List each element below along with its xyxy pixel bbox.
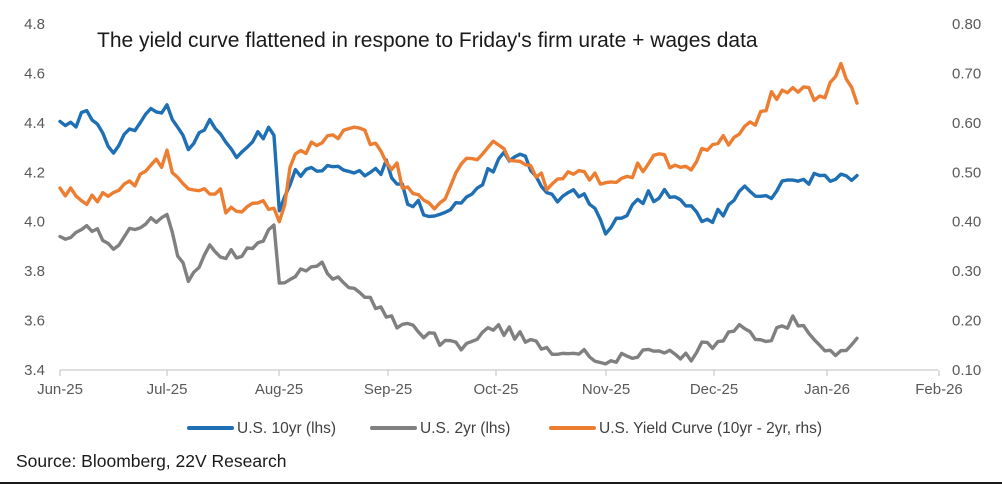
svg-text:Feb-26: Feb-26 xyxy=(915,381,963,398)
svg-text:3.4: 3.4 xyxy=(24,362,45,379)
svg-text:4.2: 4.2 xyxy=(24,164,45,181)
svg-text:Dec-25: Dec-25 xyxy=(690,381,738,398)
svg-text:0.30: 0.30 xyxy=(952,263,981,280)
svg-text:0.10: 0.10 xyxy=(952,362,981,379)
svg-text:4.8: 4.8 xyxy=(24,16,45,33)
svg-text:Jul-25: Jul-25 xyxy=(147,381,188,398)
svg-text:Oct-25: Oct-25 xyxy=(473,381,518,398)
svg-text:3.8: 3.8 xyxy=(24,263,45,280)
svg-text:0.60: 0.60 xyxy=(952,115,981,132)
svg-text:4.6: 4.6 xyxy=(24,65,45,82)
svg-text:3.6: 3.6 xyxy=(24,313,45,330)
svg-text:4.0: 4.0 xyxy=(24,214,45,231)
svg-text:U.S. 10yr (lhs): U.S. 10yr (lhs) xyxy=(237,420,336,437)
svg-text:Jan-26: Jan-26 xyxy=(804,381,850,398)
svg-text:0.70: 0.70 xyxy=(952,65,981,82)
svg-text:U.S. 2yr (lhs): U.S. 2yr (lhs) xyxy=(420,420,510,437)
svg-text:Aug-25: Aug-25 xyxy=(255,381,303,398)
svg-text:Nov-25: Nov-25 xyxy=(582,381,630,398)
svg-text:Jun-25: Jun-25 xyxy=(37,381,83,398)
svg-text:0.40: 0.40 xyxy=(952,214,981,231)
svg-text:0.50: 0.50 xyxy=(952,164,981,181)
svg-text:4.4: 4.4 xyxy=(24,115,45,132)
svg-text:U.S. Yield Curve (10yr - 2yr,: U.S. Yield Curve (10yr - 2yr, rhs) xyxy=(599,420,822,437)
svg-text:0.20: 0.20 xyxy=(952,313,981,330)
svg-text:0.80: 0.80 xyxy=(952,16,981,33)
svg-text:Sep-25: Sep-25 xyxy=(364,381,412,398)
